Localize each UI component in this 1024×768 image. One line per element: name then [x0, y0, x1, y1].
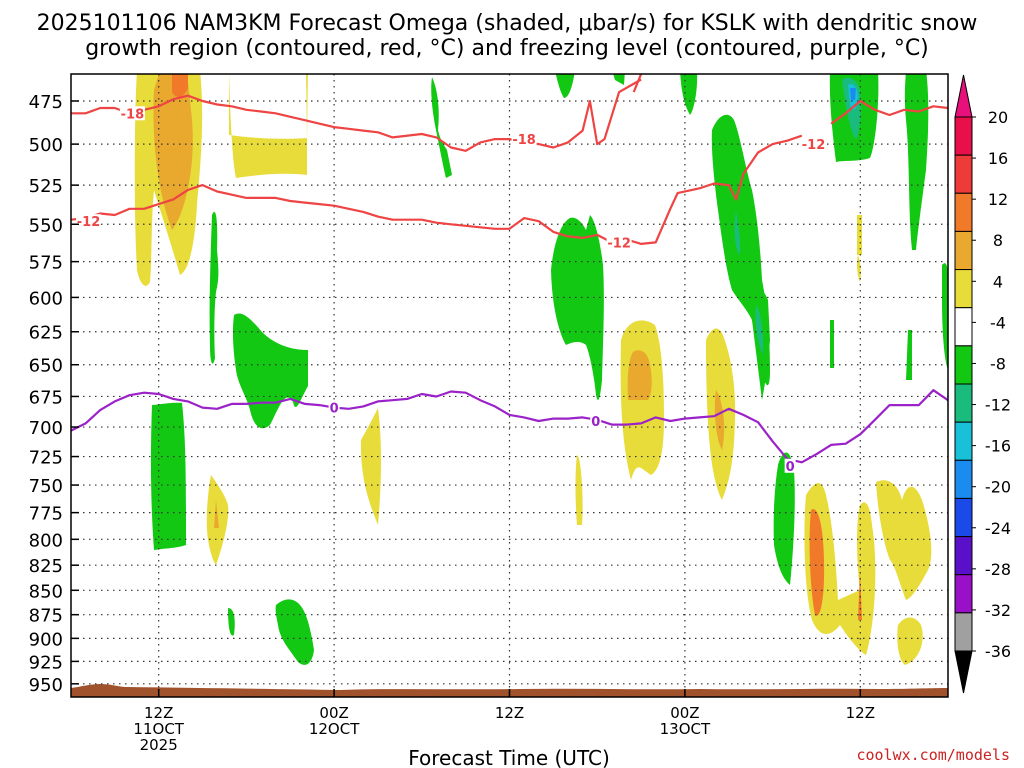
y-tick-label-575: 575	[29, 253, 63, 274]
contour--18-0	[71, 78, 642, 152]
contour-label-0-0: -18	[121, 107, 145, 122]
colorbar-label-9: -20	[985, 478, 1011, 497]
contour--12-2	[70, 134, 803, 245]
colorbar-swatch-0	[954, 116, 973, 156]
colorbar-label-7: -12	[985, 396, 1011, 415]
colorbar-over-triangle	[954, 74, 973, 118]
y-tick-label-475: 475	[29, 92, 63, 113]
x-tick-label-48-2: 13OCT	[660, 720, 711, 738]
y-axis: 475 500 525 550 575 600 625 650 675 700 725 750 775 8…	[29, 92, 79, 696]
contour-label-bg-4-0	[328, 400, 340, 415]
y-tick-label-925: 925	[29, 652, 63, 673]
x-tick-label-24-2: 12OCT	[309, 720, 360, 738]
colorbar-label-5: -4	[990, 313, 1006, 332]
contour-label-4-2: 0	[786, 460, 795, 475]
chart-title-line1: 2025101106 NAM3KM Forecast Omega (shaded…	[37, 11, 978, 36]
x-tick-label-24-1: 00Z	[319, 704, 348, 722]
contour--12-3	[830, 99, 949, 125]
contour-label-2-2: -12	[802, 138, 826, 153]
colorbar-label-2: 12	[988, 190, 1008, 209]
omega-positive-regions	[134, 74, 932, 665]
y-tick-label-800: 800	[29, 530, 63, 551]
x-tick-label-60-1: 12Z	[846, 704, 875, 722]
y-tick-label-550: 550	[29, 215, 63, 236]
x-tick-label-48-1: 00Z	[670, 704, 699, 722]
y-tick-label-850: 850	[29, 581, 63, 602]
contour-label-bg-2-1	[606, 235, 632, 250]
contour-label-bg-2-0	[76, 214, 102, 229]
y-tick-label-950: 950	[29, 675, 63, 696]
contour-label-bg-4-1	[590, 414, 602, 429]
colorbar-label-12: -32	[985, 601, 1011, 620]
colorbar-swatch-4	[954, 269, 973, 309]
colorbar-label-6: -8	[990, 354, 1006, 373]
contour-label-4-0: 0	[330, 402, 339, 417]
contour-label-bg-4-2	[784, 458, 796, 473]
y-tick-label-675: 675	[29, 387, 63, 408]
colorbar-swatch-7	[954, 383, 973, 423]
y-tick-label-700: 700	[29, 418, 63, 439]
contour-0-4	[70, 389, 949, 464]
y-tick-label-650: 650	[29, 356, 63, 377]
colorbar-label-8: -16	[985, 437, 1011, 456]
colorbar-label-4: 4	[993, 272, 1003, 291]
contour-label-2-0: -12	[77, 215, 101, 230]
colorbar-swatch-3	[954, 230, 973, 271]
contour-label-4-1: 0	[591, 415, 600, 430]
x-axis-label: Forecast Time (UTC)	[408, 746, 610, 768]
contour--18-1	[632, 73, 643, 93]
y-tick-label-825: 825	[29, 556, 63, 577]
colorbar-label-0: 20	[988, 108, 1008, 127]
colorbar-label-3: 8	[993, 231, 1003, 250]
contour-label-bg-0-0	[119, 106, 145, 121]
y-tick-label-775: 775	[29, 504, 63, 525]
y-tick-label-625: 625	[29, 323, 63, 344]
colorbar-swatch-13	[954, 612, 973, 652]
contour-label-0-1: -18	[512, 133, 536, 148]
colorbar: 20 16 12 8 4 -4 -8 -12 -16 -20 -24 -28 -32 -36	[954, 74, 1011, 694]
colorbar-swatch-6	[954, 345, 973, 385]
colorbar-label-13: -36	[985, 642, 1011, 661]
y-tick-label-600: 600	[29, 288, 63, 309]
y-tick-label-725: 725	[29, 448, 63, 469]
colorbar-swatch-11	[954, 536, 973, 576]
contour-label-bg-2-2	[801, 137, 827, 152]
temperature-contours: -18 -18 -12 -12 -12 0 0 0	[70, 73, 949, 475]
y-tick-label-875: 875	[29, 606, 63, 627]
grid	[71, 74, 948, 697]
colorbar-swatch-12	[954, 574, 973, 614]
colorbar-label-10: -24	[985, 519, 1011, 538]
x-tick-label-36-1: 12Z	[495, 704, 524, 722]
omega-shading	[71, 74, 948, 697]
colorbar-label-1: 16	[988, 149, 1008, 168]
x-tick-label-12-3: 2025	[140, 736, 178, 754]
y-tick-label-750: 750	[29, 476, 63, 497]
y-tick-label-900: 900	[29, 629, 63, 650]
colorbar-label-11: -28	[985, 560, 1011, 579]
credit-text: coolwx.com/models	[856, 746, 1010, 764]
chart-title-line2: growth region (contoured, red, °C) and f…	[85, 36, 929, 61]
colorbar-swatch-10	[954, 497, 973, 538]
colorbar-swatch-8	[954, 421, 973, 461]
colorbar-under-triangle	[954, 650, 973, 694]
colorbar-swatch-9	[954, 459, 973, 499]
colorbar-swatch-1	[954, 154, 973, 194]
x-tick-label-12-1: 12Z	[144, 704, 173, 722]
omega-negative-regions	[150, 74, 948, 665]
colorbar-swatch-5	[954, 307, 973, 347]
contour-label-2-1: -12	[607, 236, 631, 251]
x-tick-label-12-2: 11OCT	[133, 720, 184, 738]
y-tick-label-500: 500	[29, 135, 63, 156]
y-tick-label-525: 525	[29, 176, 63, 197]
contour-label-bg-0-1	[511, 132, 537, 147]
colorbar-swatch-2	[954, 192, 973, 232]
